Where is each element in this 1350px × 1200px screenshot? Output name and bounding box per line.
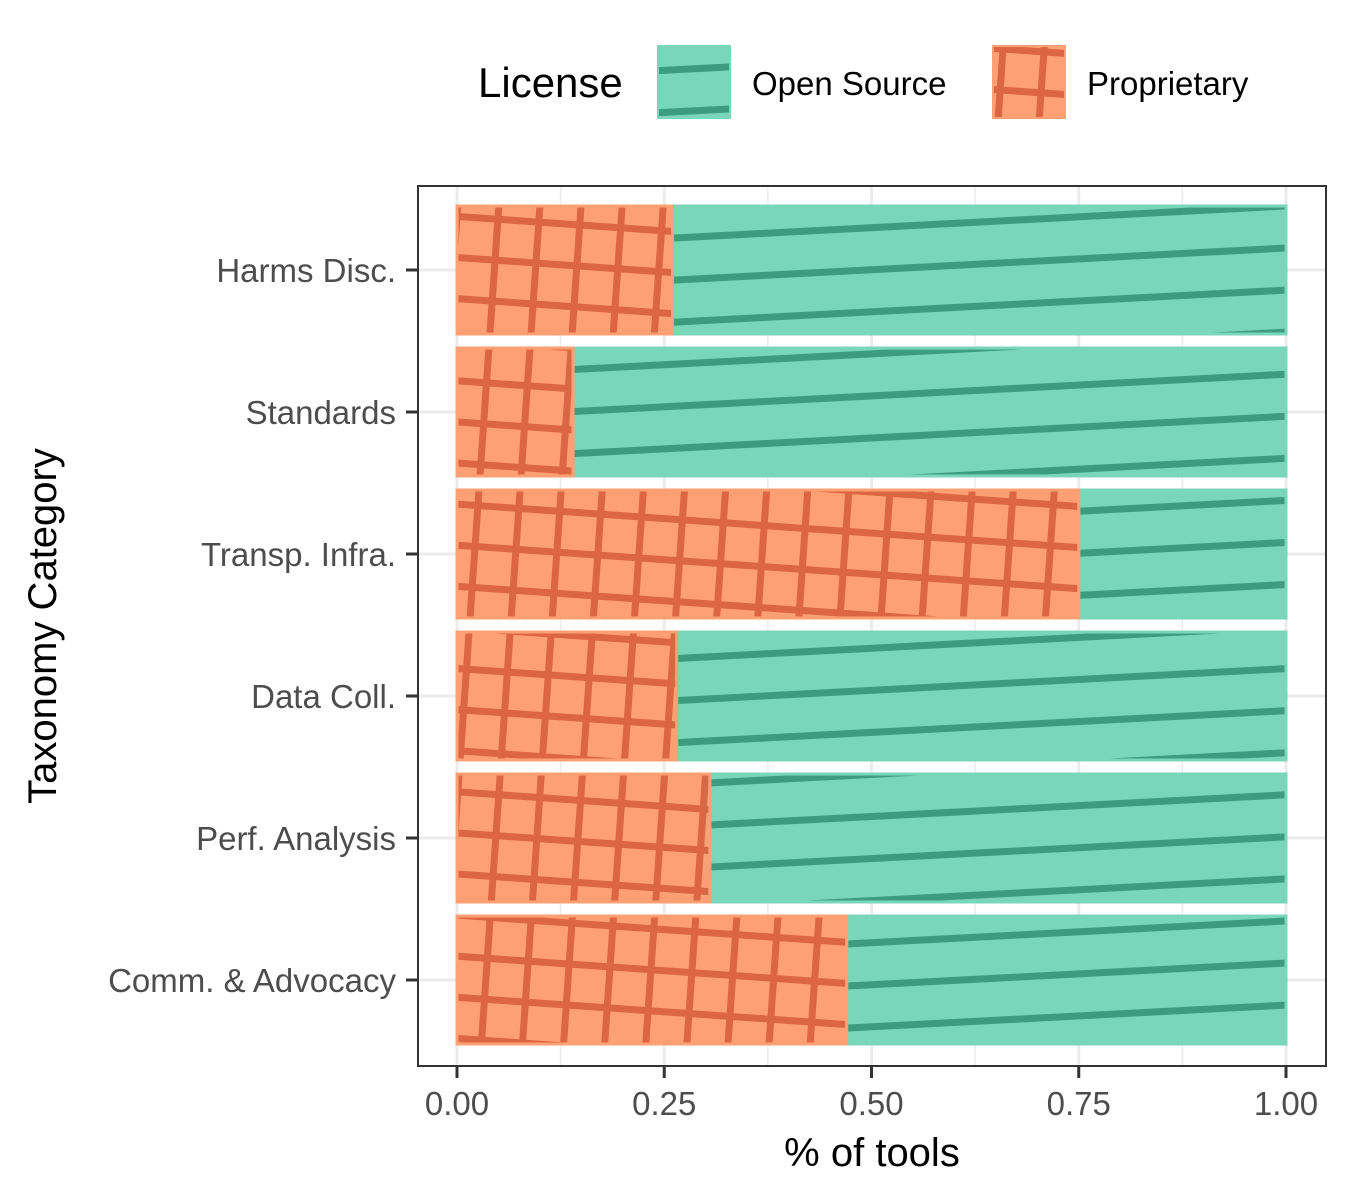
plot-panel	[417, 185, 1327, 1067]
y-tick-label: Harms Disc.	[216, 252, 396, 289]
x-axis-title: % of tools	[784, 1131, 960, 1175]
bar-open-source	[675, 630, 1288, 762]
y-tick-label: Transp. Infra.	[201, 536, 396, 573]
bar-proprietary	[455, 772, 712, 904]
x-axis: 0.00 0.25 0.50 0.75 1.00	[425, 1066, 1318, 1122]
bar-proprietary	[455, 630, 679, 762]
legend-title: License	[478, 59, 623, 106]
bar-proprietary	[455, 204, 675, 336]
legend-swatch-open-source	[657, 45, 731, 119]
bar-proprietary	[455, 488, 1081, 620]
legend-label-open-source: Open Source	[752, 65, 946, 102]
bar-proprietary	[455, 914, 849, 1046]
y-axis-title: Taxonomy Category	[21, 448, 65, 804]
y-axis: Harms Disc. Standards Transp. Infra. Data C…	[108, 252, 418, 999]
x-tick-label: 0.00	[425, 1085, 489, 1122]
y-tick-label: Data Coll.	[251, 678, 396, 715]
legend-label-proprietary: Proprietary	[1087, 65, 1249, 102]
legend-swatch-proprietary	[992, 45, 1066, 119]
bars	[455, 204, 1288, 1046]
x-tick-label: 0.25	[632, 1085, 696, 1122]
x-tick-label: 1.00	[1254, 1085, 1318, 1122]
bar-group	[455, 914, 1288, 1046]
bar-group	[455, 346, 1288, 478]
bar-proprietary	[455, 346, 575, 478]
x-tick-label: 0.75	[1047, 1085, 1111, 1122]
bar-open-source	[671, 204, 1288, 336]
legend: License Open Source Proprietary	[478, 45, 1249, 119]
x-tick-label: 0.50	[839, 1085, 903, 1122]
bar-open-source	[1077, 488, 1288, 620]
bar-open-source	[708, 772, 1288, 904]
bar-open-source	[845, 914, 1288, 1046]
bar-group	[455, 204, 1288, 336]
bar-group	[455, 772, 1288, 904]
bar-open-source	[571, 346, 1288, 478]
bar-group	[455, 630, 1288, 762]
bar-group	[455, 488, 1288, 620]
y-tick-label: Standards	[246, 394, 396, 431]
y-tick-label: Perf. Analysis	[196, 820, 396, 857]
y-tick-label: Comm. & Advocacy	[108, 962, 396, 999]
